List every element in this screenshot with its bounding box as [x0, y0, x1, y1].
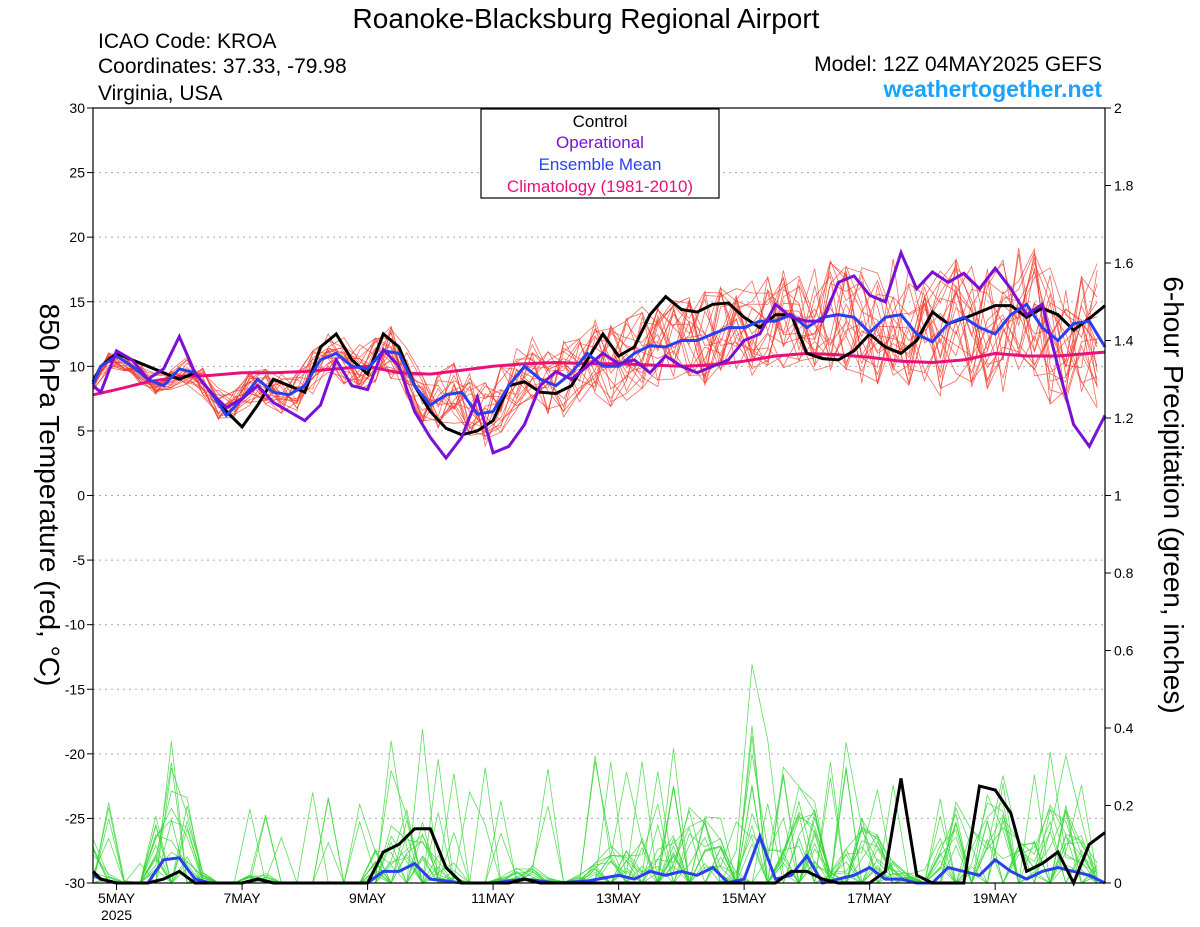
- right-tick-label: 0.8: [1114, 565, 1134, 581]
- right-tick-label: 1.4: [1114, 333, 1134, 349]
- left-tick-label: 10: [69, 358, 85, 374]
- right-tick-label: 0: [1114, 875, 1122, 891]
- right-tick-label: 2: [1114, 100, 1122, 116]
- temp-member-line: [92, 276, 1098, 433]
- x-tick-label: 17MAY: [847, 890, 893, 906]
- left-tick-label: -15: [65, 681, 85, 697]
- left-tick-label: 20: [69, 229, 85, 245]
- temp-member-line: [92, 261, 1098, 424]
- series-lines: [91, 248, 1107, 887]
- left-axis-title: 850 hPa Temperature (red, °C): [34, 304, 65, 687]
- left-tick-label: -25: [65, 810, 85, 826]
- right-tick-label: 0.6: [1114, 643, 1134, 659]
- precip-member-line: [93, 773, 1098, 885]
- x-tick-label: 9MAY: [349, 890, 387, 906]
- temp-member-line: [92, 267, 1098, 438]
- header: Roanoke-Blacksburg Regional Airport ICAO…: [98, 3, 1102, 105]
- right-axis: 0 0.2 0.4 0.6 0.8 1 1.2 1.4 1.6 1.8 2: [1105, 100, 1134, 891]
- left-tick-label: -20: [65, 746, 85, 762]
- x-tick-label: 5MAY: [98, 890, 136, 906]
- left-tick-label: 0: [77, 488, 85, 504]
- coordinates: Coordinates: 37.33, -79.98: [98, 55, 347, 78]
- right-tick-label: 0.2: [1114, 798, 1134, 814]
- legend: Control Operational Ensemble Mean Climat…: [480, 108, 720, 199]
- left-axis: -30 -25 -20 -15 -10 -5 0 5 10 15 20 25 30: [65, 100, 93, 891]
- x-tick-label: 15MAY: [722, 890, 768, 906]
- left-tick-label: 5: [77, 423, 85, 439]
- legend-climatology: Climatology (1981-2010): [507, 177, 693, 196]
- left-tick-label: 15: [69, 294, 85, 310]
- left-tick-label: 30: [69, 100, 85, 116]
- left-tick-label: -10: [65, 617, 85, 633]
- chart-title: Roanoke-Blacksburg Regional Airport: [353, 3, 820, 34]
- x-tick-year: 2025: [101, 907, 132, 923]
- right-tick-label: 1.8: [1114, 178, 1134, 194]
- right-tick-label: 1.2: [1114, 410, 1134, 426]
- left-tick-label: 25: [69, 165, 85, 181]
- climatology-line: [92, 350, 1106, 397]
- temp-member-line: [92, 266, 1098, 425]
- legend-ensemble-mean: Ensemble Mean: [539, 155, 662, 174]
- temp-control-line: [91, 294, 1106, 437]
- model-run: Model: 12Z 04MAY2025 GEFS: [814, 53, 1102, 76]
- x-tick-label: 11MAY: [471, 890, 515, 906]
- x-tick-label: 7MAY: [224, 890, 262, 906]
- icao-code: ICAO Code: KROA: [98, 30, 277, 53]
- ensemble-members: [92, 247, 1098, 885]
- left-tick-label: -30: [65, 875, 85, 891]
- region: Virginia, USA: [98, 82, 223, 105]
- right-tick-label: 1: [1114, 488, 1122, 504]
- site-link[interactable]: weathertogether.net: [882, 76, 1102, 102]
- x-tick-label: 13MAY: [596, 890, 642, 906]
- temp-operational-line: [92, 248, 1107, 461]
- left-tick-label: -5: [73, 552, 86, 568]
- legend-operational: Operational: [556, 133, 644, 152]
- right-tick-label: 1.6: [1114, 255, 1134, 271]
- x-tick-label: 19MAY: [973, 890, 1019, 906]
- right-axis-title: 6-hour Precipitation (green, inches): [1158, 276, 1189, 713]
- right-tick-label: 0.4: [1114, 720, 1134, 736]
- legend-control: Control: [573, 112, 628, 131]
- legend-box: [480, 108, 720, 199]
- gridlines: [93, 172, 1105, 819]
